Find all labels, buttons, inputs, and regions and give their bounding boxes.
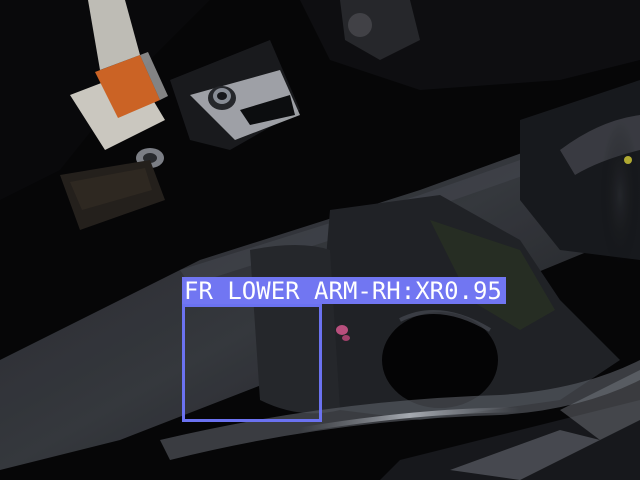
detection-bounding-box xyxy=(182,304,322,422)
detection-label: FR LOWER ARM-RH:XR0.95 xyxy=(182,277,506,305)
